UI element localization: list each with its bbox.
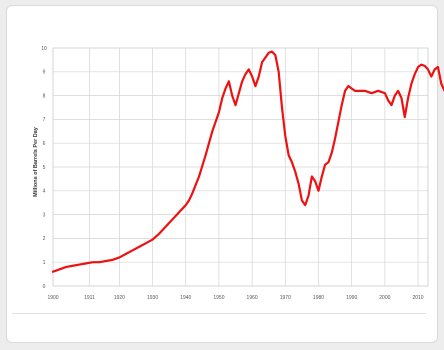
series-layer	[51, 50, 444, 273]
x-tick-label: 1940	[180, 295, 191, 301]
y-axis-ticks: 0 1 2 3 4 5 6 7 8 9 10	[41, 46, 47, 290]
y-tick-label: 9	[43, 70, 46, 76]
y-tick-label: 2	[43, 236, 46, 242]
y-tick-label: 0	[43, 284, 46, 290]
y-tick-label: 7	[43, 117, 46, 123]
series-line	[51, 50, 444, 273]
y-tick-label: 8	[43, 93, 46, 99]
y-tick-label: 3	[43, 212, 46, 218]
x-axis-ticks: 1900 1911 1920 1930 1940 1950 1960 1970 1980 1990…	[47, 295, 423, 301]
x-tick-label: 2010	[412, 295, 423, 301]
x-tick-label: 1960	[247, 295, 258, 301]
x-tick-label: 1911	[84, 295, 95, 301]
y-tick-label: 10	[41, 46, 47, 52]
x-tick-label: 1990	[346, 295, 357, 301]
x-tick-label: 1920	[114, 295, 125, 301]
y-tick-label: 1	[43, 260, 46, 266]
y-tick-label: 5	[43, 165, 46, 171]
x-tick-label: 1900	[47, 295, 58, 301]
x-tick-label: 1970	[280, 295, 291, 301]
y-tick-label: 6	[43, 141, 46, 147]
y-axis-label: Millions of Barrels Per Day	[33, 126, 39, 197]
x-tick-label: 1930	[147, 295, 158, 301]
x-tick-label: 2000	[379, 295, 390, 301]
y-tick-label: 4	[43, 189, 46, 195]
x-tick-label: 1950	[213, 295, 224, 301]
x-tick-label: 1980	[313, 295, 324, 301]
chart-grid	[52, 47, 429, 287]
card-footer-divider	[12, 313, 426, 314]
chart-card	[6, 5, 438, 343]
